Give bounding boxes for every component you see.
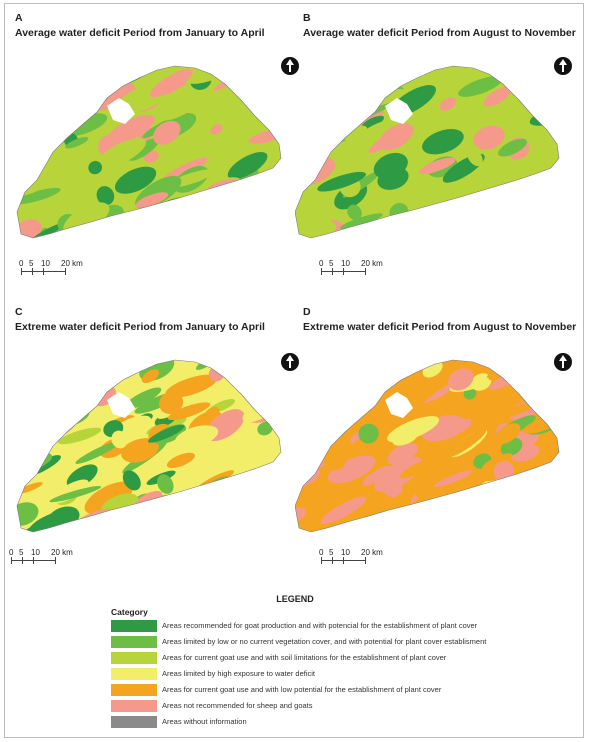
legend-swatch [111, 700, 157, 712]
region-map [295, 359, 560, 533]
legend-item-label: Areas limited by low or no current veget… [162, 637, 487, 646]
scale-label-10: 10 [341, 259, 350, 268]
scale-label-0: 0 [319, 548, 324, 557]
region-map [16, 65, 282, 239]
scale-label-0: 0 [319, 259, 324, 268]
scale-label-20: 20 km [361, 548, 383, 557]
scale-label-5: 5 [329, 548, 334, 557]
legend-item-label: Areas for current goat use and with low … [162, 685, 442, 694]
legend-swatch [111, 652, 157, 664]
scale-label-0: 0 [19, 259, 24, 268]
scale-label-10: 10 [41, 259, 50, 268]
scale-label-5: 5 [329, 259, 334, 268]
legend-swatch [111, 636, 157, 648]
north-arrow-icon [554, 57, 572, 75]
map-panel-c: C Extreme water deficit Period from Janu… [7, 300, 299, 590]
panel-title: Extreme water deficit Period from August… [303, 321, 577, 333]
map-panel-a: A Average water deficit Period from Janu… [7, 6, 299, 296]
legend-swatch [111, 716, 157, 728]
region-map [16, 359, 282, 533]
scale-label-20: 20 km [61, 259, 83, 268]
scale-label-20: 20 km [51, 548, 73, 557]
legend-swatch [111, 684, 157, 696]
figure-frame: A Average water deficit Period from Janu… [4, 3, 584, 738]
north-arrow-icon [281, 57, 299, 75]
scale-label-5: 5 [19, 548, 24, 557]
panel-letter: D [303, 306, 311, 318]
map-panel-b: B Average water deficit Period from Augu… [295, 6, 583, 296]
north-arrow-icon [281, 353, 299, 371]
map-panel-d: D Extreme water deficit Period from Augu… [295, 300, 583, 590]
panel-letter: A [15, 12, 23, 24]
region-map [295, 65, 560, 239]
legend-item-label: Areas not recommended for sheep and goat… [162, 701, 313, 710]
panel-letter: B [303, 12, 311, 24]
panel-title: Average water deficit Period from August… [303, 27, 576, 39]
north-arrow-icon [554, 353, 572, 371]
panel-letter: C [15, 306, 23, 318]
legend-item-label: Areas without information [162, 717, 247, 726]
scale-label-0: 0 [9, 548, 14, 557]
legend-title: LEGEND [276, 594, 314, 604]
legend-item-label: Areas for current goat use and with soil… [162, 653, 447, 662]
legend-item-label: Areas recommended for goat production an… [162, 621, 478, 630]
panel-title: Extreme water deficit Period from Januar… [15, 321, 265, 333]
legend-swatch [111, 668, 157, 680]
legend-swatch [111, 620, 157, 632]
legend-category-label: Category [111, 607, 148, 617]
scale-label-5: 5 [29, 259, 34, 268]
scale-label-10: 10 [341, 548, 350, 557]
scale-label-10: 10 [31, 548, 40, 557]
legend-item-label: Areas limited by high exposure to water … [162, 669, 315, 678]
panel-title: Average water deficit Period from Januar… [15, 27, 265, 39]
scale-label-20: 20 km [361, 259, 383, 268]
